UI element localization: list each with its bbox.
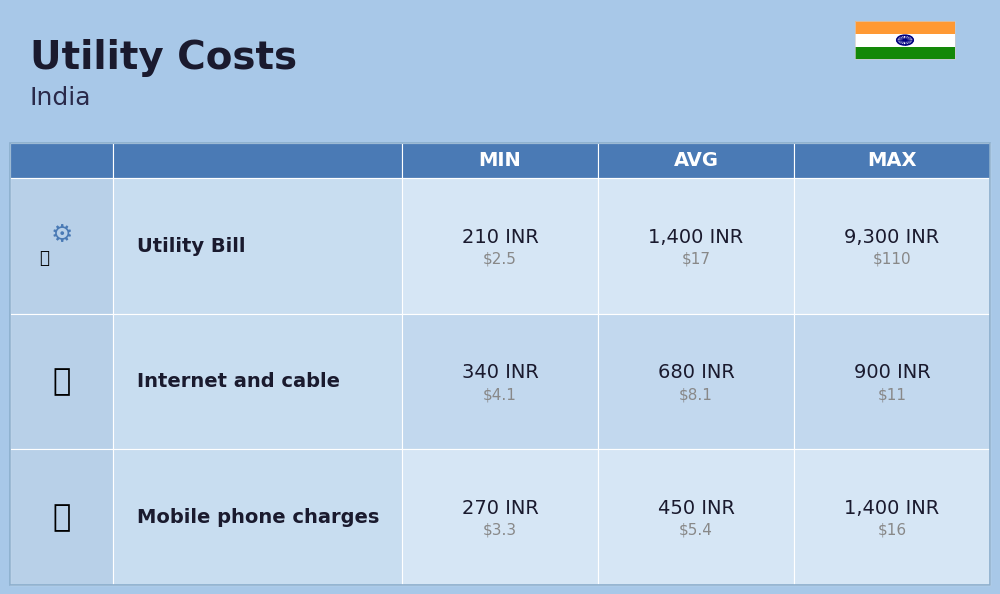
FancyBboxPatch shape — [113, 450, 402, 585]
FancyBboxPatch shape — [794, 450, 990, 585]
Text: 270 INR: 270 INR — [462, 499, 538, 518]
FancyBboxPatch shape — [855, 46, 955, 59]
FancyBboxPatch shape — [794, 314, 990, 450]
FancyBboxPatch shape — [10, 314, 113, 450]
Text: 680 INR: 680 INR — [658, 364, 734, 382]
FancyBboxPatch shape — [113, 178, 402, 314]
Text: Utility Bill: Utility Bill — [137, 236, 245, 255]
Text: 📡: 📡 — [53, 367, 71, 396]
Text: MIN: MIN — [479, 151, 521, 170]
FancyBboxPatch shape — [10, 143, 113, 178]
FancyBboxPatch shape — [794, 143, 990, 178]
Text: $16: $16 — [877, 523, 907, 538]
Text: 9,300 INR: 9,300 INR — [844, 228, 940, 247]
Text: 900 INR: 900 INR — [854, 364, 930, 382]
FancyBboxPatch shape — [402, 314, 598, 450]
FancyBboxPatch shape — [855, 34, 955, 46]
Text: 450 INR: 450 INR — [658, 499, 735, 518]
Text: Internet and cable: Internet and cable — [137, 372, 340, 391]
Text: Mobile phone charges: Mobile phone charges — [137, 508, 379, 527]
FancyBboxPatch shape — [598, 178, 794, 314]
FancyBboxPatch shape — [113, 143, 402, 178]
FancyBboxPatch shape — [402, 450, 598, 585]
Text: $8.1: $8.1 — [679, 387, 713, 402]
Text: MAX: MAX — [867, 151, 917, 170]
FancyBboxPatch shape — [113, 314, 402, 450]
Text: $3.3: $3.3 — [483, 523, 517, 538]
Text: 📱: 📱 — [53, 503, 71, 532]
Text: $2.5: $2.5 — [483, 252, 517, 267]
Text: $4.1: $4.1 — [483, 387, 517, 402]
Text: 1,400 INR: 1,400 INR — [844, 499, 940, 518]
Text: $110: $110 — [873, 252, 911, 267]
Circle shape — [904, 39, 906, 41]
FancyBboxPatch shape — [598, 314, 794, 450]
FancyBboxPatch shape — [10, 450, 113, 585]
Text: 340 INR: 340 INR — [462, 364, 538, 382]
Text: India: India — [30, 86, 92, 110]
FancyBboxPatch shape — [402, 178, 598, 314]
FancyBboxPatch shape — [10, 178, 113, 314]
Text: Utility Costs: Utility Costs — [30, 39, 297, 77]
FancyBboxPatch shape — [855, 21, 955, 34]
Text: $5.4: $5.4 — [679, 523, 713, 538]
Text: 🔌: 🔌 — [39, 249, 49, 267]
FancyBboxPatch shape — [794, 178, 990, 314]
Text: 210 INR: 210 INR — [462, 228, 538, 247]
Text: 1,400 INR: 1,400 INR — [648, 228, 744, 247]
Text: ⚙: ⚙ — [51, 223, 73, 247]
FancyBboxPatch shape — [598, 143, 794, 178]
Text: AVG: AVG — [674, 151, 719, 170]
FancyBboxPatch shape — [598, 450, 794, 585]
Text: $11: $11 — [878, 387, 906, 402]
Text: $17: $17 — [682, 252, 711, 267]
FancyBboxPatch shape — [402, 143, 598, 178]
